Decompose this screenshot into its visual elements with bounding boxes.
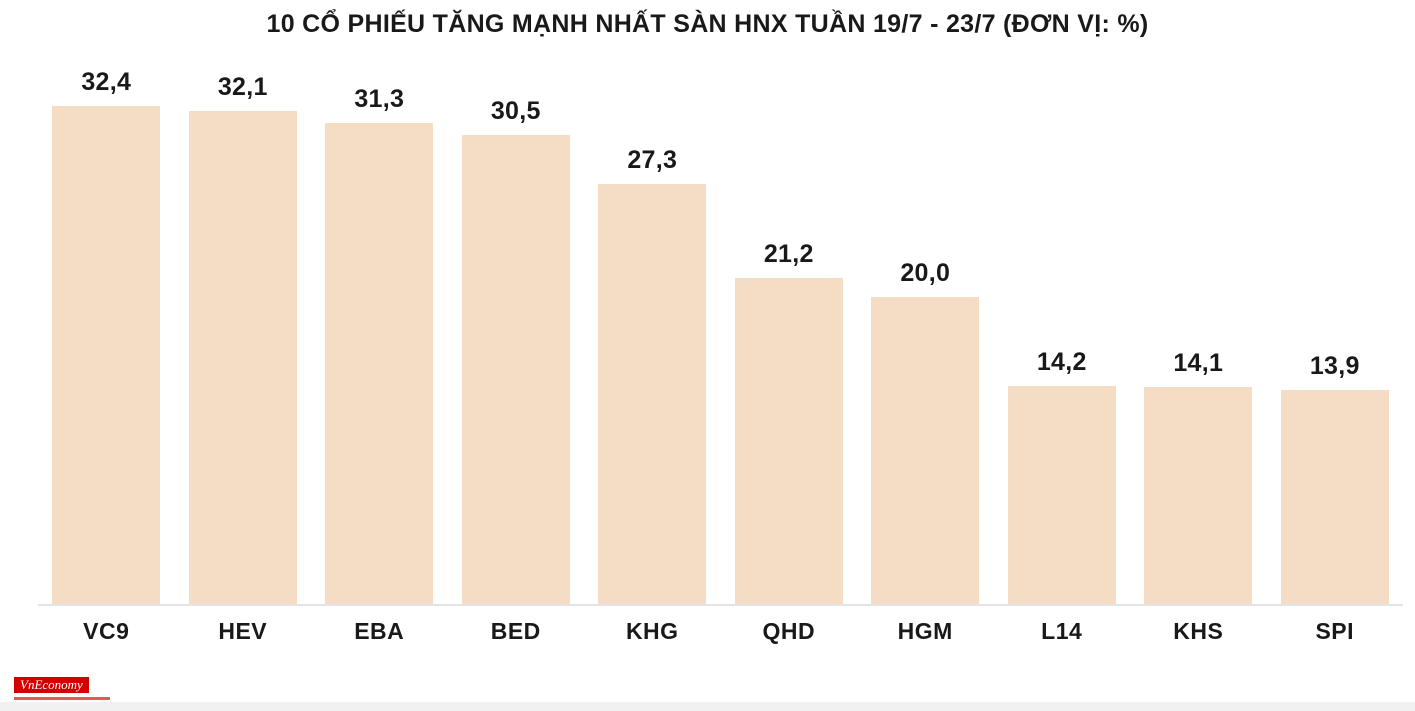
plot-area: 32,4 32,1 31,3 30,5 27,3 21,2 20,0 14,2 14,1 13,9 (38, 58, 1403, 606)
x-axis-label: KHS (1173, 618, 1224, 644)
x-axis-label: L14 (1041, 618, 1083, 644)
bar (461, 135, 570, 604)
bar (871, 296, 980, 604)
x-axis: VC9 HEV EBA BED KHG QHD HGM L14 KHS SPI (38, 618, 1403, 645)
bottom-border (0, 702, 1415, 711)
x-axis-label: KHG (625, 618, 679, 644)
bar (1280, 390, 1389, 604)
bar-value-label: 30,5 (490, 97, 541, 126)
bar-value-label: 13,9 (1309, 352, 1360, 381)
x-axis-label: HGM (897, 618, 953, 644)
bar (52, 106, 161, 604)
bar-value-label: 32,1 (217, 72, 268, 101)
bar-value-label: 21,2 (763, 240, 814, 269)
x-axis-label: QHD (762, 618, 816, 644)
bar-value-label: 27,3 (627, 146, 678, 175)
x-axis-label: HEV (218, 618, 268, 644)
bar-value-label: 14,2 (1036, 347, 1087, 376)
bar-column: 31,3 (311, 58, 448, 604)
x-axis-label: BED (490, 618, 541, 644)
bar-column: 32,4 (38, 58, 175, 604)
x-axis-label: VC9 (83, 618, 130, 644)
bar-value-label: 32,4 (81, 68, 132, 96)
bar-column: 32,1 (175, 58, 312, 604)
bar-value-label: 31,3 (354, 84, 405, 113)
bar-column: 21,2 (721, 58, 858, 604)
bar-column: 14,2 (994, 58, 1131, 604)
vneconomy-logo: VnEconomy (14, 676, 110, 700)
bar-column: 30,5 (448, 58, 585, 604)
bar-value-label: 20,0 (900, 258, 951, 287)
bar-value-label: 14,1 (1173, 349, 1224, 378)
bar-column: 20,0 (857, 58, 994, 604)
bar-column: 27,3 (584, 58, 721, 604)
bar (734, 278, 843, 604)
bar (1144, 387, 1253, 604)
chart-title: 10 CỔ PHIẾU TĂNG MẠNH NHẤT SÀN HNX TUẦN … (266, 10, 1149, 38)
vneconomy-logo-text: VnEconomy (14, 677, 89, 693)
bar (598, 184, 707, 604)
bar-column: 14,1 (1130, 58, 1267, 604)
x-axis-label: SPI (1315, 618, 1355, 644)
x-axis-label: EBA (354, 618, 405, 644)
bar (188, 110, 297, 604)
bar-column: 13,9 (1267, 58, 1404, 604)
bar (1007, 385, 1116, 604)
bar (325, 122, 434, 604)
vneconomy-logo-tagline (14, 697, 110, 700)
